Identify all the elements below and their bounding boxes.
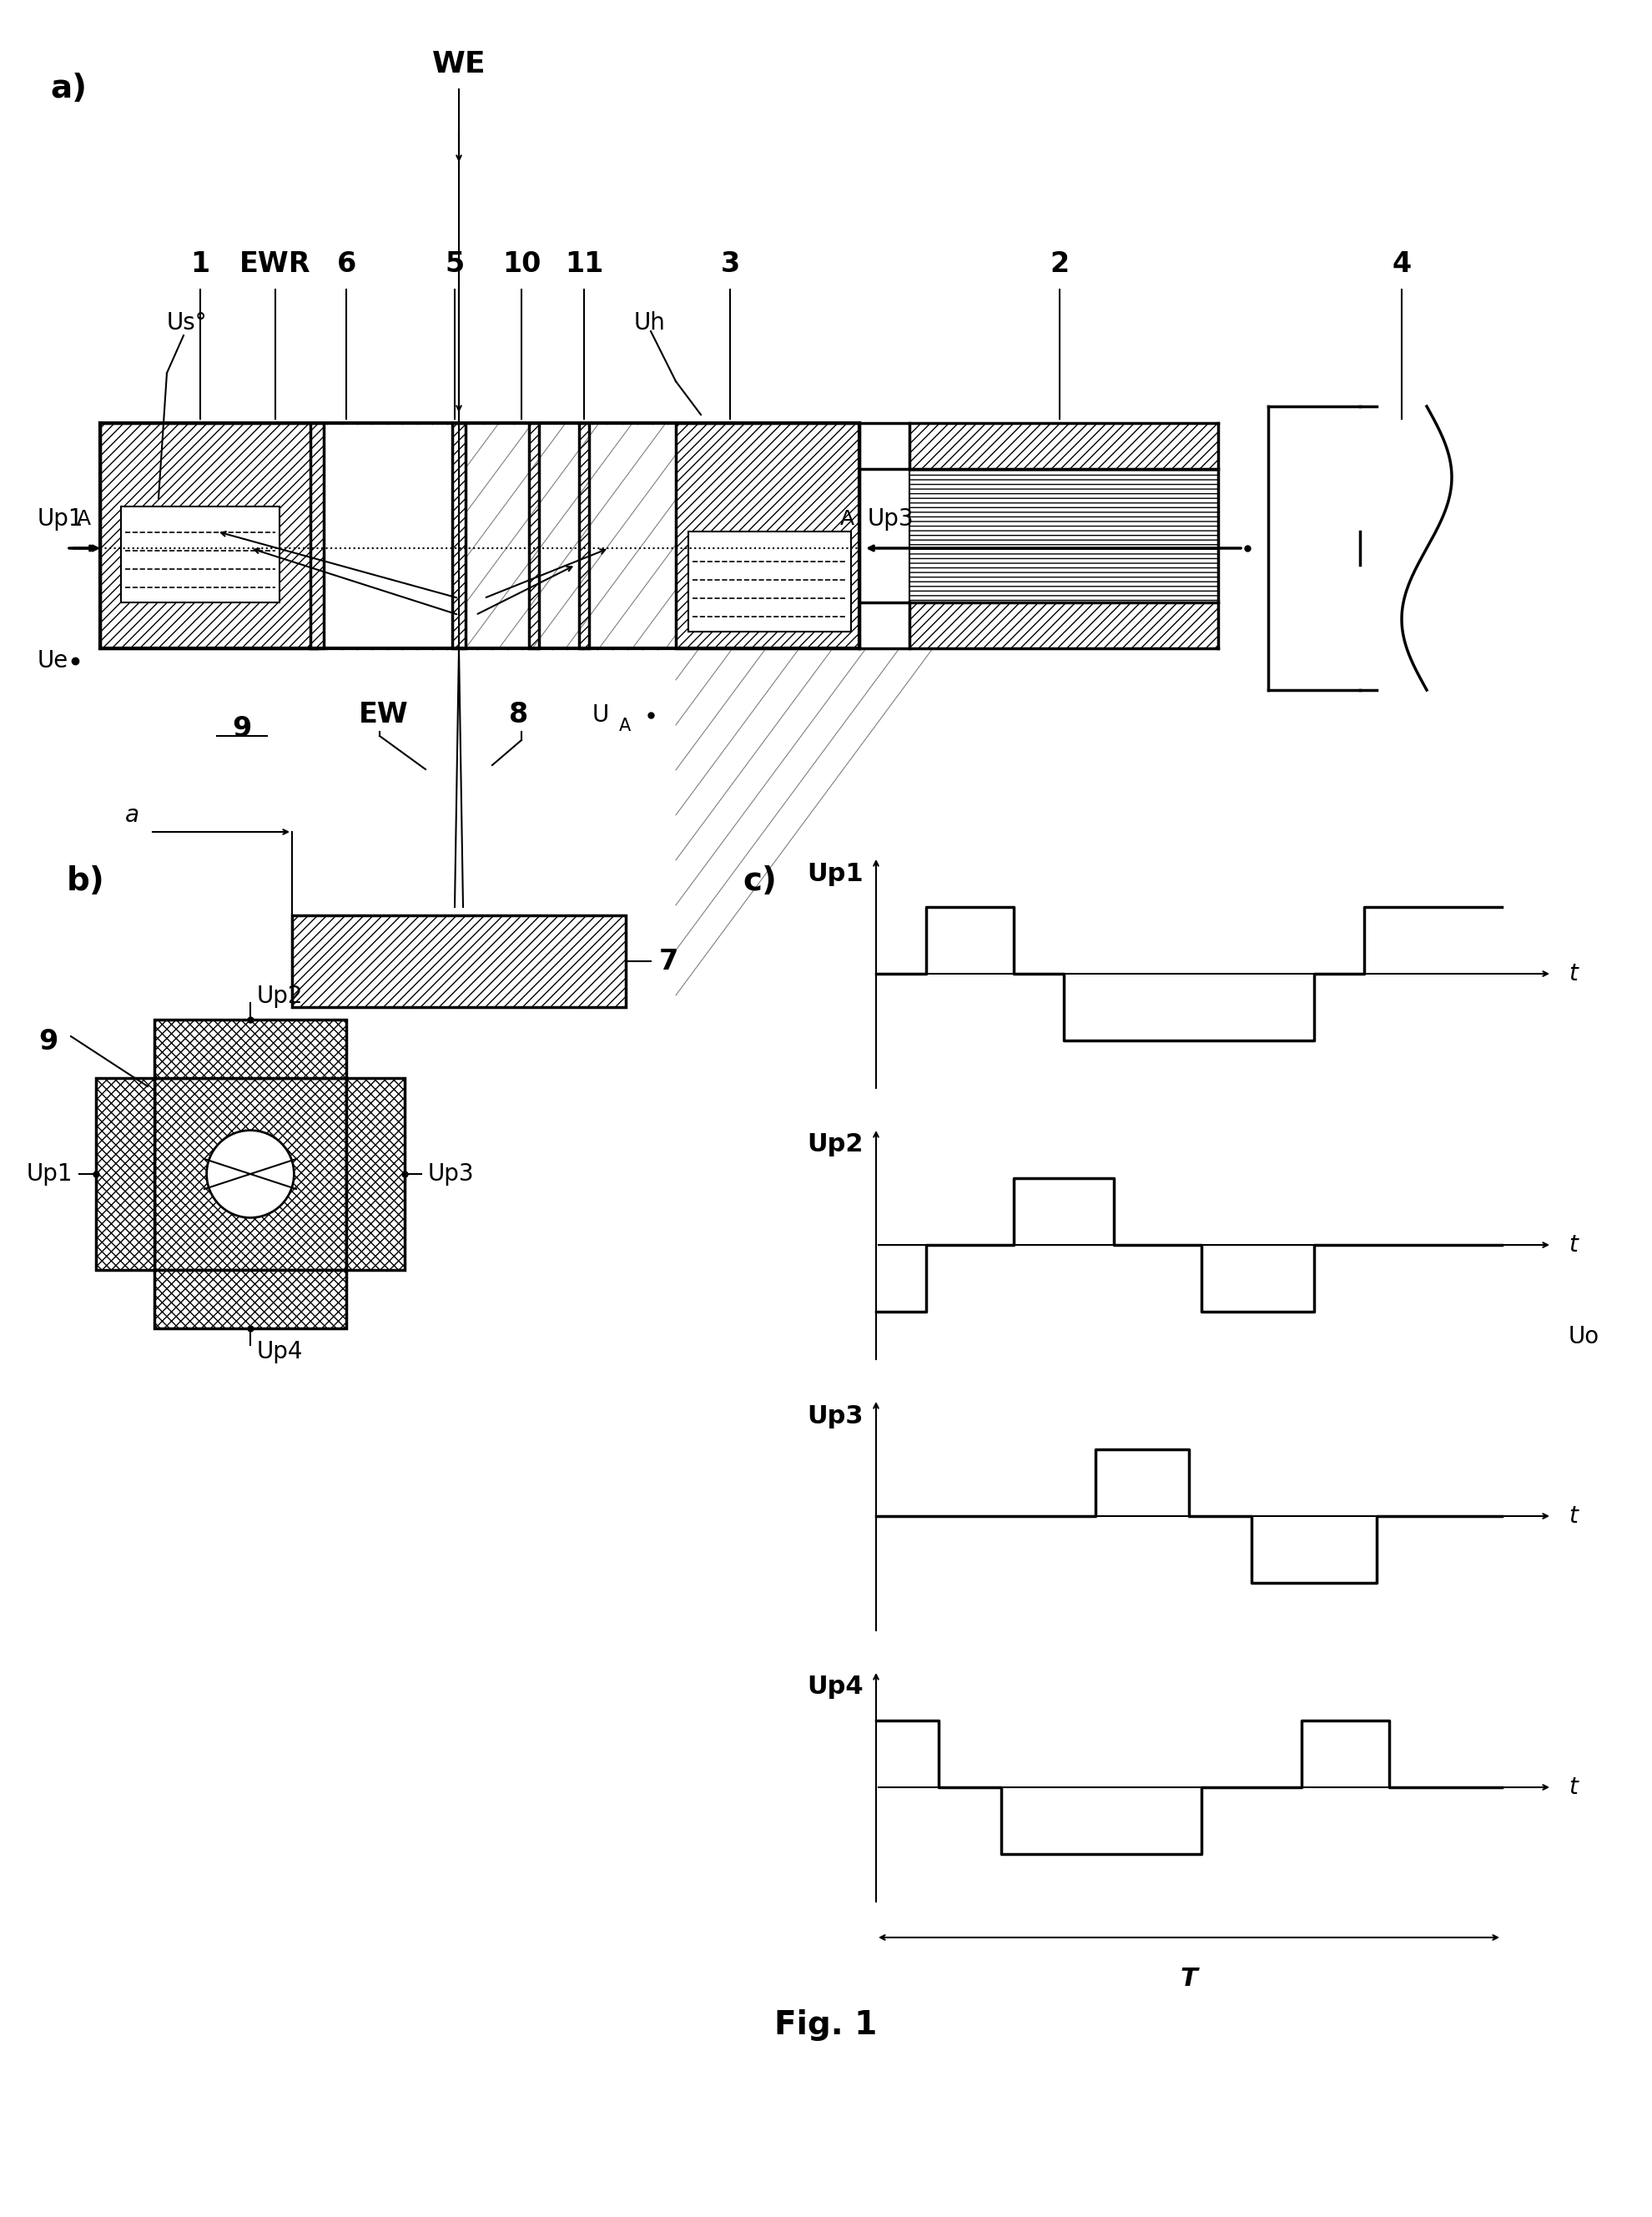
Text: Up3: Up3 xyxy=(867,508,914,530)
Text: Fig. 1: Fig. 1 xyxy=(775,2009,877,2042)
Bar xyxy=(154,1020,347,1077)
Text: Ue: Ue xyxy=(38,650,69,672)
Bar xyxy=(292,916,626,1007)
Text: 8: 8 xyxy=(509,701,529,729)
Text: t: t xyxy=(1568,1505,1578,1528)
Text: T: T xyxy=(1180,1966,1198,1991)
Text: Up2: Up2 xyxy=(258,984,304,1009)
Text: Up1: Up1 xyxy=(38,508,84,530)
Text: A: A xyxy=(620,718,631,734)
Text: 9: 9 xyxy=(40,1029,58,1055)
Bar xyxy=(154,1270,347,1328)
Text: Up1: Up1 xyxy=(26,1162,73,1186)
Text: EW: EW xyxy=(358,701,408,729)
Text: 1: 1 xyxy=(190,251,210,279)
Text: Uo: Uo xyxy=(1568,1326,1599,1348)
Text: t: t xyxy=(1568,1233,1578,1257)
Text: 11: 11 xyxy=(565,251,603,279)
Text: b): b) xyxy=(66,865,106,898)
Text: 2: 2 xyxy=(1051,251,1069,279)
Text: Up3: Up3 xyxy=(808,1403,864,1428)
Text: A: A xyxy=(839,510,854,530)
Text: 3: 3 xyxy=(720,251,740,279)
Text: 9: 9 xyxy=(233,716,251,743)
Text: Uh: Uh xyxy=(634,310,666,335)
Text: U: U xyxy=(593,703,610,727)
Text: Up3: Up3 xyxy=(428,1162,474,1186)
Text: Up4: Up4 xyxy=(808,1676,864,1698)
Text: 4: 4 xyxy=(1393,251,1411,279)
Text: Us°: Us° xyxy=(167,310,208,335)
Text: 10: 10 xyxy=(502,251,540,279)
Bar xyxy=(453,423,466,647)
Text: Up2: Up2 xyxy=(808,1133,864,1157)
Text: a): a) xyxy=(50,73,88,104)
Text: 5: 5 xyxy=(444,251,464,279)
Text: a: a xyxy=(126,803,139,827)
Bar xyxy=(529,423,539,647)
Text: 6: 6 xyxy=(337,251,355,279)
Bar xyxy=(580,423,590,647)
Bar xyxy=(96,1077,154,1270)
Bar xyxy=(676,423,859,647)
Text: A: A xyxy=(76,510,91,530)
Text: t: t xyxy=(1568,1776,1578,1798)
Text: WE: WE xyxy=(431,51,486,78)
Bar xyxy=(154,1077,347,1270)
Bar xyxy=(121,505,279,603)
Bar xyxy=(689,532,851,632)
Text: Up1: Up1 xyxy=(808,862,864,887)
Text: t: t xyxy=(1568,962,1578,984)
Bar xyxy=(311,423,324,647)
Text: c): c) xyxy=(742,865,776,898)
Text: EWR: EWR xyxy=(240,251,311,279)
Bar xyxy=(347,1077,405,1270)
Bar xyxy=(101,423,317,647)
Bar xyxy=(910,470,1218,603)
Bar xyxy=(910,603,1218,647)
Text: 7: 7 xyxy=(659,947,679,975)
Bar xyxy=(910,423,1218,470)
Text: Up4: Up4 xyxy=(258,1339,304,1363)
Circle shape xyxy=(208,1131,292,1217)
